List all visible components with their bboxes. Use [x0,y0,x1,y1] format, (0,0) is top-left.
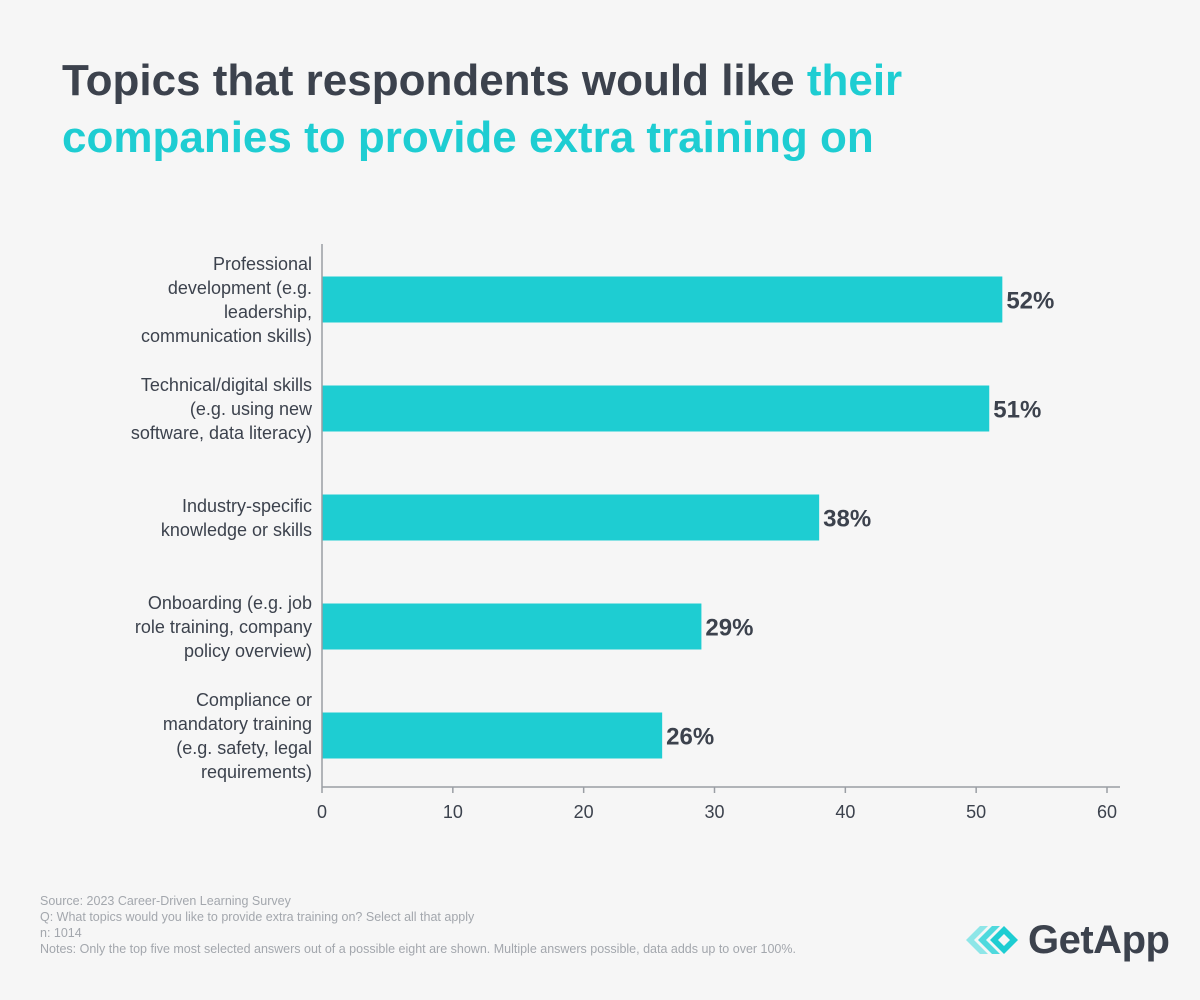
bar-2 [322,494,820,541]
title-part-highlight: their companies to provide extra trainin… [62,56,903,162]
bar-value-label-3: 29% [705,615,753,642]
category-label-line: Industry-specific [181,495,312,516]
x-tick-label-5: 50 [966,802,986,822]
footer-sample-size: n: 1014 [40,926,82,940]
category-label-line: knowledge or skills [160,519,312,540]
footer-notes: Source: 2023 Career-Driven Learning Surv… [40,893,880,957]
category-label-line: (e.g. safety, legal [176,737,312,758]
bar-0 [322,276,1003,323]
category-label-2: Industry-specific knowledge or skills [62,494,312,542]
category-label-line: role training, company [134,616,312,637]
footer-source: Source: 2023 Career-Driven Learning Surv… [40,894,291,908]
category-label-line: requirements) [200,761,312,782]
bar-value-label-0: 52% [1006,288,1054,315]
category-label-line: (e.g. using new [189,398,312,419]
x-tick-label-6: 60 [1097,802,1117,822]
x-tick-label-3: 30 [704,802,724,822]
category-label-line: Compliance or [195,689,312,710]
category-label-line: communication skills) [140,325,312,346]
getapp-chevrons-icon [966,926,1018,954]
bar-4 [322,712,663,759]
bar-1 [322,385,990,432]
bar-chart: 52% 51% 38% 29% 26% 0 10 20 30 40 50 60 [317,244,1120,822]
getapp-logo: GetApp [964,916,1170,964]
category-label-line: Professional [212,253,312,274]
bar-value-label-1: 51% [993,397,1041,424]
footer-question: Q: What topics would you like to provide… [40,910,475,924]
category-label-line: Technical/digital skills [140,374,312,395]
category-label-0: Professional development (e.g. leadership,… [62,252,312,348]
category-label-1: Technical/digital skills (e.g. using new s… [62,373,312,445]
x-tick-label-4: 40 [835,802,855,822]
title-part-dark: Topics that respondents would like [62,56,807,105]
category-label-3: Onboarding (e.g. job role training, compa… [62,591,312,663]
footer-notes-text: Notes: Only the top five most selected a… [40,942,796,956]
logo-text: GetApp [1028,917,1170,962]
x-tick-label-0: 0 [317,802,327,822]
category-label-line: Onboarding (e.g. job [147,592,312,613]
bar-3 [322,603,702,650]
bar-value-label-2: 38% [823,506,871,533]
category-label-line: policy overview) [183,640,312,661]
bar-value-label-4: 26% [666,724,714,751]
x-tick-label-2: 20 [574,802,594,822]
category-label-line: mandatory training [162,713,312,734]
category-label-line: software, data literacy) [130,422,312,443]
category-label-line: leadership, [223,301,312,322]
chart-title: Topics that respondents would like their… [62,52,1062,166]
category-label-line: development (e.g. [167,277,312,298]
category-label-4: Compliance or mandatory training (e.g. saf… [62,688,312,784]
x-tick-label-1: 10 [443,802,463,822]
